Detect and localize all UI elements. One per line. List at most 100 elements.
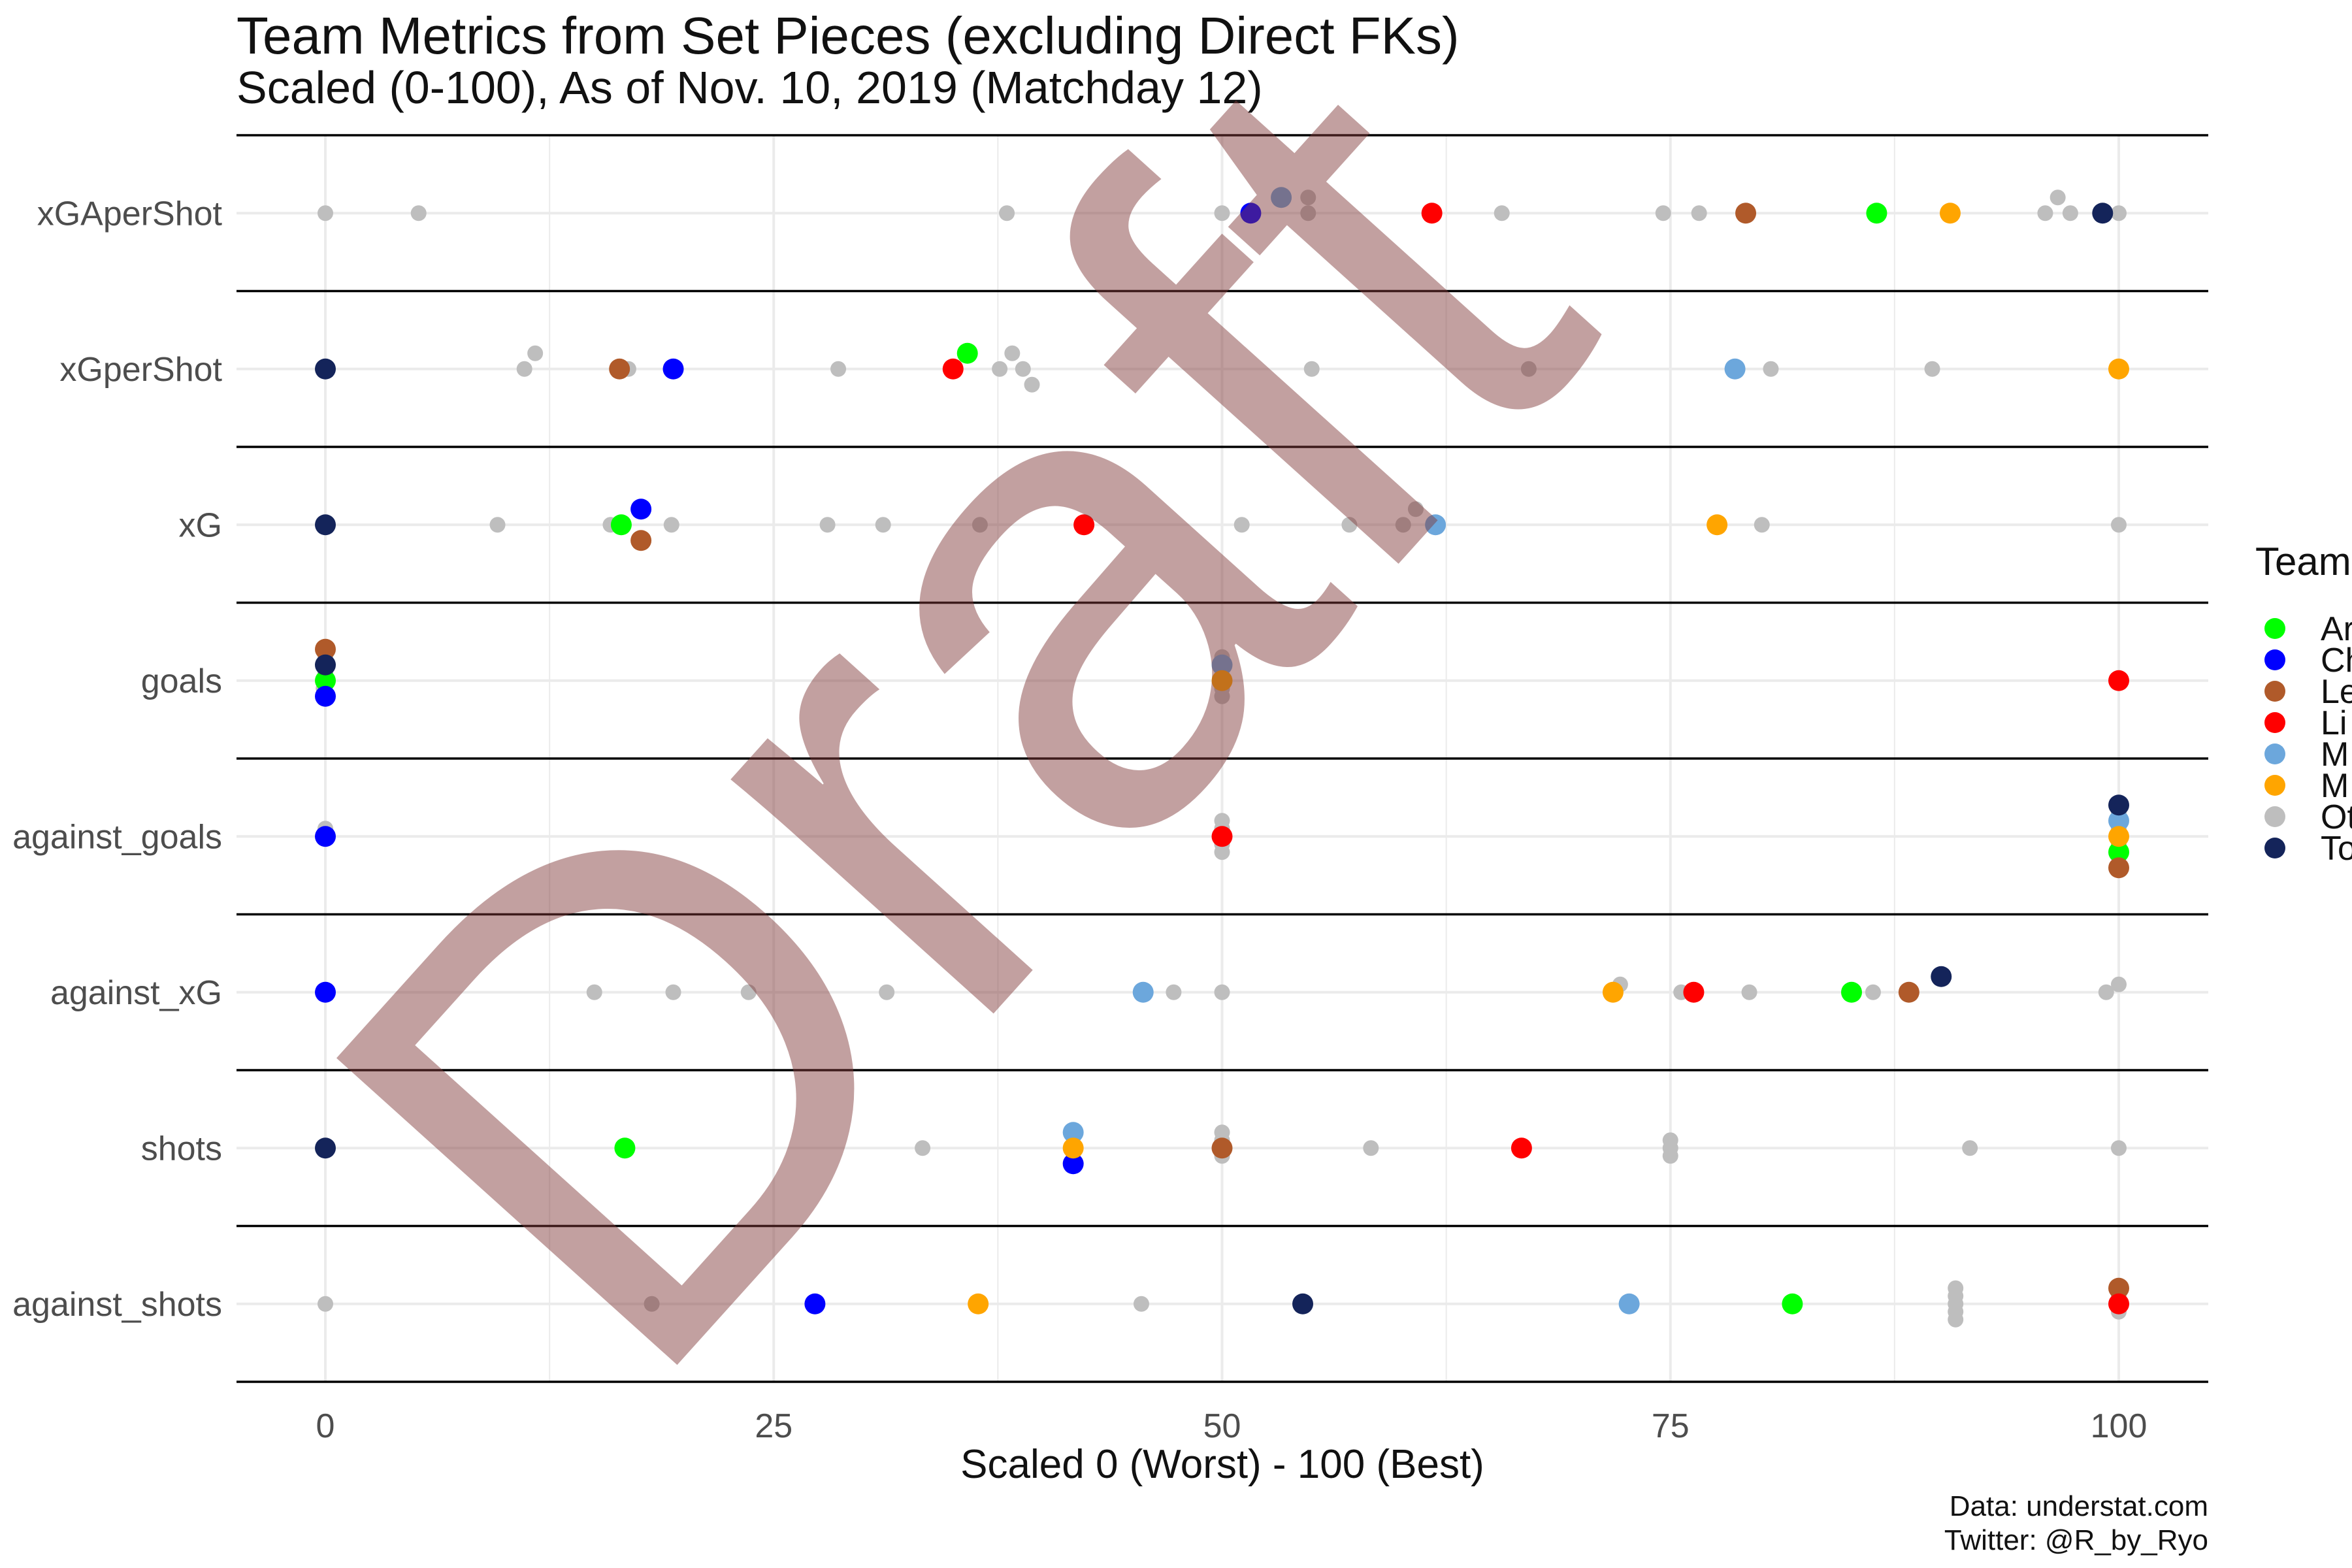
- data-point-other: [992, 361, 1008, 377]
- x-tick-label: 0: [316, 1407, 335, 1445]
- data-point: [315, 638, 336, 660]
- data-point-other: [2062, 205, 2078, 221]
- data-point: [315, 981, 336, 1003]
- data-point: [1211, 670, 1233, 691]
- data-point-other: [819, 517, 836, 533]
- legend-label: Ar: [2321, 610, 2352, 648]
- data-point-other: [586, 984, 602, 1000]
- y-label-xgapershot: xGAperShot: [37, 195, 223, 233]
- caption-twitter: Twitter: @R_by_Ryo: [1944, 1524, 2208, 1556]
- data-point-other: [1015, 361, 1031, 377]
- x-tick-label: 100: [2091, 1407, 2148, 1445]
- legend-key: [2264, 618, 2285, 639]
- legend-key: [2264, 806, 2285, 827]
- y-axis-labels: xGAperShot xGperShot xG goals against_goalsa…: [12, 195, 222, 1324]
- data-point: [1062, 1137, 1084, 1159]
- data-point: [1931, 966, 1952, 987]
- data-point-other: [1166, 984, 1182, 1000]
- data-point-other: [318, 205, 333, 221]
- legend: ArChLeLiMMOtTo: [2264, 610, 2352, 868]
- data-point-other: [489, 517, 506, 533]
- x-tick-label: 25: [755, 1407, 792, 1445]
- data-point: [2108, 857, 2129, 879]
- data-point: [1782, 1293, 1803, 1315]
- data-point-other: [1407, 501, 1424, 517]
- data-point-other: [2050, 189, 2066, 206]
- data-point: [1735, 203, 1757, 224]
- data-point: [1062, 1153, 1084, 1175]
- data-point: [1724, 358, 1746, 380]
- data-point: [2108, 1277, 2129, 1299]
- data-point-other: [1924, 361, 1940, 377]
- data-point: [1421, 203, 1443, 224]
- legend-label: Ch: [2321, 642, 2352, 679]
- data-point-other: [644, 1296, 660, 1312]
- data-point: [609, 358, 630, 380]
- x-axis-ticks: 0 25 50 75 100: [316, 1407, 2148, 1445]
- data-point-other: [1520, 361, 1537, 377]
- data-point-other: [318, 1296, 333, 1312]
- draft-watermark: Draft: [193, 0, 1714, 1501]
- data-point-other: [1395, 517, 1411, 533]
- legend-label: Ot: [2321, 798, 2352, 836]
- data-point: [1602, 981, 1624, 1003]
- legend-key: [2264, 743, 2285, 764]
- y-label-xg: xG: [179, 506, 222, 544]
- legend-key: [2264, 649, 2285, 670]
- data-point: [2108, 670, 2129, 691]
- data-point-other: [663, 517, 679, 533]
- data-point: [804, 1293, 826, 1315]
- data-point: [2108, 826, 2129, 847]
- data-point: [1866, 203, 1887, 224]
- legend-label: M: [2321, 736, 2349, 774]
- data-point-other: [999, 205, 1015, 221]
- y-label-against-goals: against_goals: [12, 818, 222, 856]
- data-point: [610, 514, 632, 536]
- data-point-other: [1662, 1148, 1678, 1164]
- data-point-other: [1341, 517, 1358, 533]
- data-point: [1211, 826, 1233, 847]
- data-point-other: [1754, 517, 1770, 533]
- data-point: [1062, 1122, 1084, 1143]
- data-point-other: [740, 984, 757, 1000]
- y-label-against-xg: against_xG: [50, 974, 222, 1012]
- legend-label: To: [2321, 830, 2352, 868]
- data-point-other: [1962, 1140, 1978, 1156]
- data-point: [1132, 981, 1154, 1003]
- data-point-other: [1214, 984, 1230, 1000]
- data-point: [1898, 981, 1919, 1003]
- data-point-other: [2098, 984, 2114, 1000]
- data-point: [1292, 1293, 1314, 1315]
- data-point: [1211, 654, 1233, 676]
- data-point: [1707, 514, 1728, 536]
- data-points: [315, 187, 2129, 1328]
- data-point-other: [879, 984, 895, 1000]
- y-label-xgpershot: xGperShot: [59, 351, 222, 389]
- data-point: [315, 670, 336, 691]
- data-point: [2108, 794, 2129, 816]
- chart-title: Team Metrics from Set Pieces (excluding …: [237, 7, 1460, 65]
- data-point-other: [1741, 984, 1757, 1000]
- data-point-other: [2037, 205, 2053, 221]
- data-point: [315, 685, 336, 707]
- legend-key: [2264, 712, 2285, 733]
- data-point: [942, 358, 964, 380]
- y-label-against-shots: against_shots: [12, 1286, 222, 1324]
- data-point-other: [665, 984, 681, 1000]
- data-point: [315, 514, 336, 536]
- data-point: [1939, 203, 1961, 224]
- legend-title: Team: [2255, 540, 2351, 583]
- data-point-other: [1214, 844, 1230, 860]
- data-point: [1240, 203, 1262, 224]
- legend-label: Le: [2321, 673, 2352, 711]
- y-label-shots: shots: [141, 1130, 222, 1168]
- x-tick-label: 50: [1203, 1407, 1241, 1445]
- data-point: [2108, 1293, 2129, 1315]
- data-point-other: [527, 345, 544, 361]
- data-point: [1683, 981, 1705, 1003]
- data-point: [315, 654, 336, 676]
- data-point: [968, 1293, 989, 1315]
- legend-key: [2264, 775, 2285, 796]
- data-point: [2108, 841, 2129, 863]
